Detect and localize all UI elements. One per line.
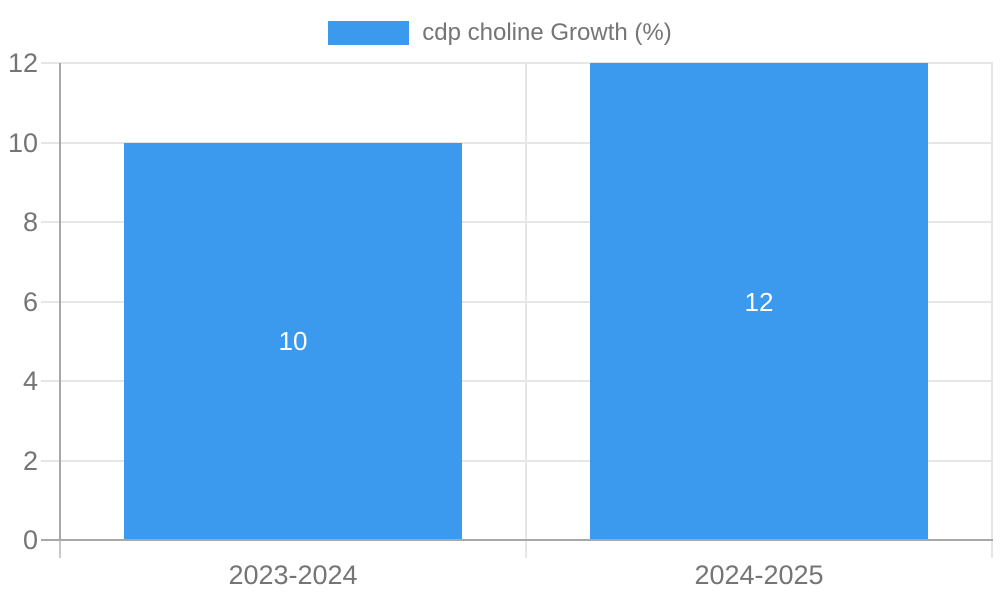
x-axis-category-label: 2023-2024 [228, 560, 358, 590]
y-axis-tick-label: 8 [22, 207, 38, 237]
y-axis-tick-label: 4 [22, 366, 38, 396]
y-axis-tick-label: 2 [22, 445, 38, 476]
bar-value-label: 10 [278, 326, 308, 357]
category-divider-line [525, 63, 527, 558]
legend-label: cdp choline Growth (%) [422, 19, 672, 46]
legend-swatch-icon [328, 21, 410, 45]
bar-value-label: 12 [744, 286, 774, 317]
chart-legend[interactable]: cdp choline Growth (%) [0, 19, 1000, 47]
bar-2024-2025[interactable] [590, 63, 928, 540]
gridline-horizontal [41, 141, 993, 144]
gridline-horizontal [41, 221, 993, 223]
y-axis-tick-label: 10 [7, 127, 38, 158]
bar-2023-2024[interactable] [124, 142, 462, 540]
y-axis-bottom-tick [59, 541, 61, 558]
y-axis-tick-label: 0 [22, 525, 38, 555]
x-axis-line [41, 539, 993, 541]
y-axis-tick-label: 6 [22, 286, 38, 317]
gridline-horizontal [41, 300, 993, 303]
y-axis-line [59, 63, 61, 541]
gridline-horizontal [41, 459, 993, 462]
y-axis-tick-label: 12 [7, 48, 38, 78]
x-axis-category-label: 2024-2025 [694, 560, 824, 590]
gridline-horizontal [41, 62, 993, 64]
gridline-horizontal [41, 380, 993, 382]
plot-right-border [991, 63, 993, 558]
